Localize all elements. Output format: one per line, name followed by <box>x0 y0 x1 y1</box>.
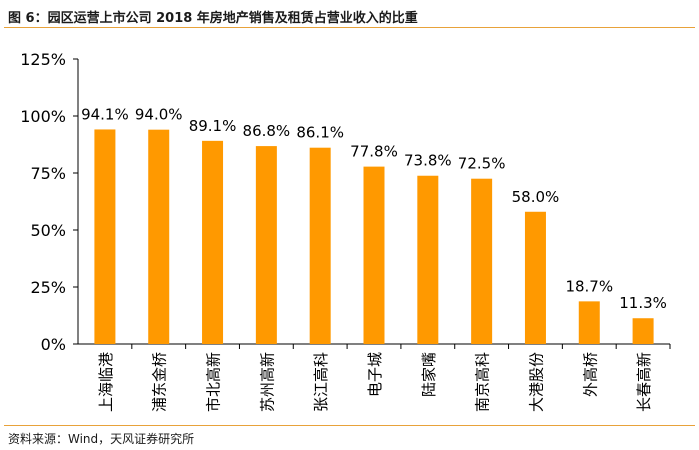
source-note: 资料来源：Wind，天风证券研究所 <box>8 432 195 446</box>
bar-value-label: 72.5% <box>458 155 506 173</box>
category-label: 外高桥 <box>581 352 599 397</box>
bar-1 <box>94 129 116 344</box>
bar-6 <box>363 166 385 344</box>
bar-8 <box>471 178 493 344</box>
y-tick-label: 125% <box>20 50 66 69</box>
category-label: 浦东金桥 <box>151 352 169 412</box>
bar-value-label: 58.0% <box>512 188 560 206</box>
bar-value-label: 11.3% <box>619 294 667 312</box>
bar-11 <box>632 318 654 344</box>
y-tick-label: 100% <box>20 107 66 126</box>
y-tick-label: 0% <box>41 335 66 354</box>
y-tick-label: 75% <box>30 164 66 183</box>
bottom-rule <box>4 425 695 426</box>
bar-value-label: 77.8% <box>350 143 398 161</box>
bar-5 <box>309 147 331 344</box>
category-label: 长春高新 <box>635 352 653 412</box>
bar-value-label: 86.1% <box>296 124 344 142</box>
bar-value-label: 86.8% <box>243 122 291 140</box>
category-label: 苏州高新 <box>258 352 276 412</box>
category-label: 张江高科 <box>312 352 330 412</box>
category-label: 大港股份 <box>527 352 545 412</box>
category-label: 市北高新 <box>205 352 223 412</box>
y-tick-label: 25% <box>30 278 66 297</box>
bar-10 <box>578 301 600 344</box>
category-label: 电子城 <box>366 352 384 397</box>
category-label: 上海临港 <box>97 352 115 412</box>
title-bar: 图 6：园区运营上市公司 2018 年房地产销售及租赁占营业收入的比重 <box>4 2 694 28</box>
bar-9 <box>524 211 546 344</box>
chart-title: 图 6：园区运营上市公司 2018 年房地产销售及租赁占营业收入的比重 <box>8 11 418 26</box>
bar-value-label: 89.1% <box>189 117 237 135</box>
bar-value-label: 18.7% <box>565 277 613 295</box>
top-rule <box>4 27 695 28</box>
bar-2 <box>148 129 170 344</box>
bar-7 <box>417 175 439 344</box>
bar-value-label: 94.1% <box>81 105 129 123</box>
bar-4 <box>255 146 277 344</box>
category-label: 陆家嘴 <box>420 352 438 397</box>
y-tick-label: 50% <box>30 221 66 240</box>
category-label: 南京高科 <box>474 352 492 412</box>
bar-value-label: 73.8% <box>404 152 452 170</box>
bar-3 <box>202 140 224 344</box>
bar-value-label: 94.0% <box>135 106 183 124</box>
